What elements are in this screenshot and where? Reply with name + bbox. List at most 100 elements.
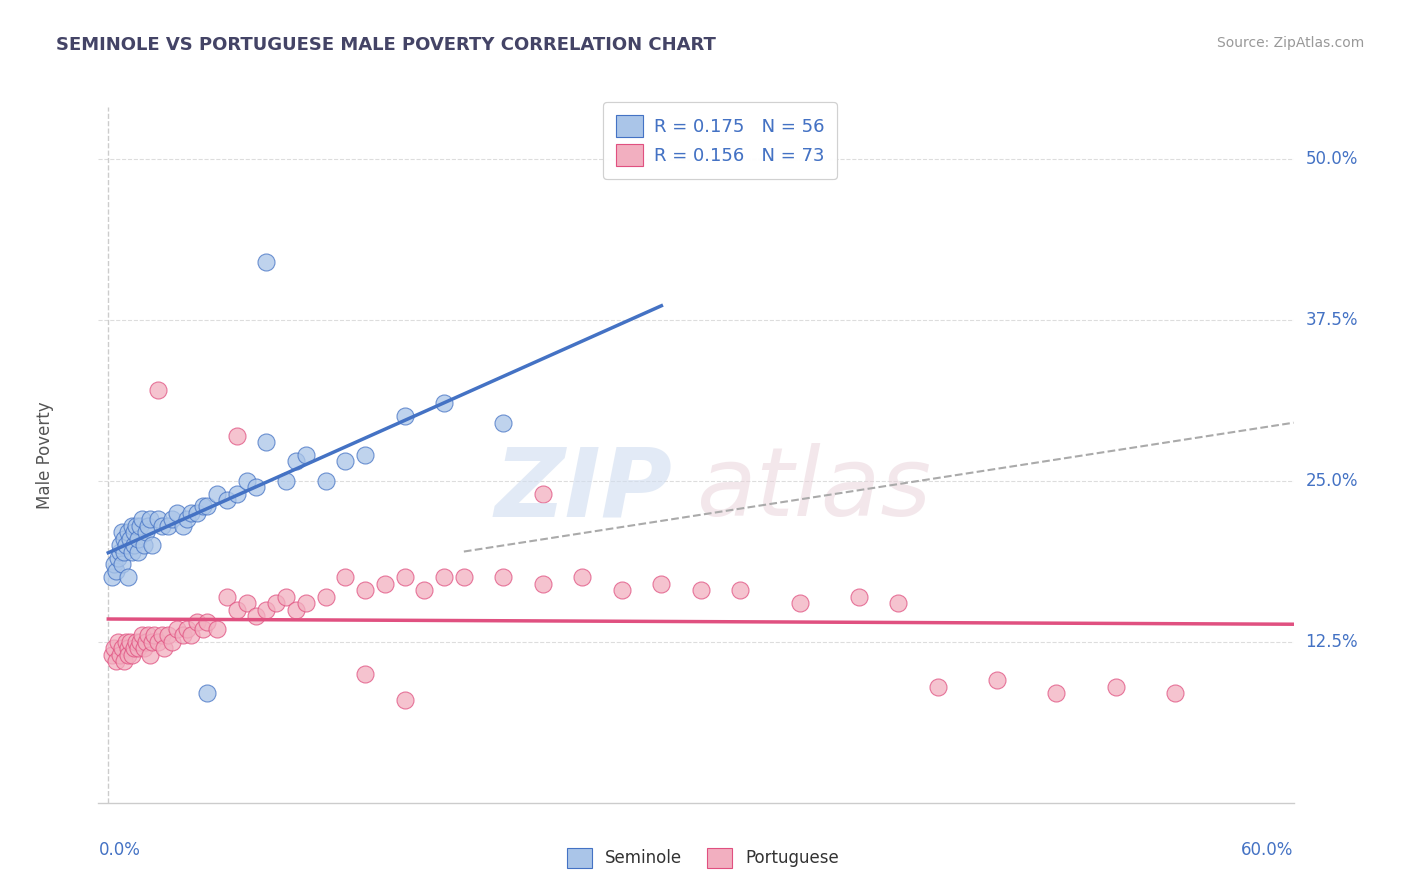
Point [115, 634, 138, 648]
Point [139, 648, 162, 662]
Point [125, 518, 148, 533]
Point [195, 686, 218, 700]
Point [1105, 680, 1128, 694]
Point [571, 570, 593, 584]
Point [139, 512, 162, 526]
Point [166, 506, 188, 520]
Point [172, 518, 194, 533]
Point [117, 641, 139, 656]
Point [225, 602, 247, 616]
Point [394, 570, 416, 584]
Point [135, 525, 157, 540]
Point [122, 641, 145, 656]
Point [108, 538, 131, 552]
Point [103, 558, 125, 572]
Point [105, 654, 128, 668]
Point [103, 641, 125, 656]
Point [335, 454, 357, 468]
Point [492, 570, 515, 584]
Point [156, 518, 179, 533]
Point [191, 622, 214, 636]
Point [433, 396, 456, 410]
Point [131, 512, 153, 526]
Point [166, 622, 188, 636]
Point [315, 590, 337, 604]
Point [127, 641, 149, 656]
Point [115, 538, 138, 552]
Point [105, 564, 128, 578]
Point [146, 512, 169, 526]
Point [225, 486, 247, 500]
Point [986, 673, 1008, 688]
Legend: R = 0.175   N = 56, R = 0.156   N = 73: R = 0.175 N = 56, R = 0.156 N = 73 [603, 103, 837, 178]
Point [176, 622, 198, 636]
Point [101, 648, 124, 662]
Point [111, 558, 134, 572]
Point [117, 648, 139, 662]
Point [284, 454, 307, 468]
Point [205, 622, 228, 636]
Point [235, 474, 257, 488]
Point [335, 570, 357, 584]
Point [125, 634, 148, 648]
Text: 0.0%: 0.0% [98, 841, 141, 859]
Point [146, 384, 169, 398]
Point [186, 506, 208, 520]
Point [156, 628, 179, 642]
Point [101, 570, 124, 584]
Point [413, 583, 436, 598]
Point [186, 615, 208, 630]
Text: 60.0%: 60.0% [1241, 841, 1294, 859]
Point [152, 641, 174, 656]
Point [205, 486, 228, 500]
Point [1164, 686, 1187, 700]
Point [264, 596, 287, 610]
Point [610, 583, 633, 598]
Point [150, 518, 173, 533]
Point [531, 576, 554, 591]
Point [127, 544, 149, 558]
Point [108, 544, 131, 558]
Point [172, 628, 194, 642]
Point [132, 538, 155, 552]
Point [284, 602, 307, 616]
Text: 12.5%: 12.5% [1305, 632, 1358, 651]
Point [354, 667, 377, 681]
Point [135, 634, 157, 648]
Text: Source: ZipAtlas.com: Source: ZipAtlas.com [1216, 36, 1364, 50]
Point [121, 518, 143, 533]
Legend: Seminole, Portuguese: Seminole, Portuguese [560, 841, 846, 875]
Point [245, 609, 267, 624]
Point [195, 500, 218, 514]
Text: ZIP: ZIP [494, 443, 672, 536]
Point [394, 692, 416, 706]
Point [848, 590, 870, 604]
Point [254, 602, 277, 616]
Point [111, 525, 134, 540]
Point [650, 576, 672, 591]
Point [789, 596, 811, 610]
Point [433, 570, 456, 584]
Point [531, 486, 554, 500]
Point [107, 634, 129, 648]
Point [141, 538, 163, 552]
Point [160, 512, 183, 526]
Point [354, 583, 377, 598]
Point [122, 525, 145, 540]
Text: 25.0%: 25.0% [1305, 472, 1358, 490]
Text: Male Poverty: Male Poverty [35, 401, 53, 508]
Point [129, 634, 152, 648]
Point [180, 628, 202, 642]
Point [245, 480, 267, 494]
Point [117, 570, 139, 584]
Point [121, 544, 143, 558]
Point [453, 570, 475, 584]
Point [295, 448, 318, 462]
Point [492, 416, 515, 430]
Point [315, 474, 337, 488]
Point [274, 474, 297, 488]
Point [112, 532, 135, 546]
Text: atlas: atlas [696, 443, 931, 536]
Point [108, 648, 131, 662]
Point [117, 525, 139, 540]
